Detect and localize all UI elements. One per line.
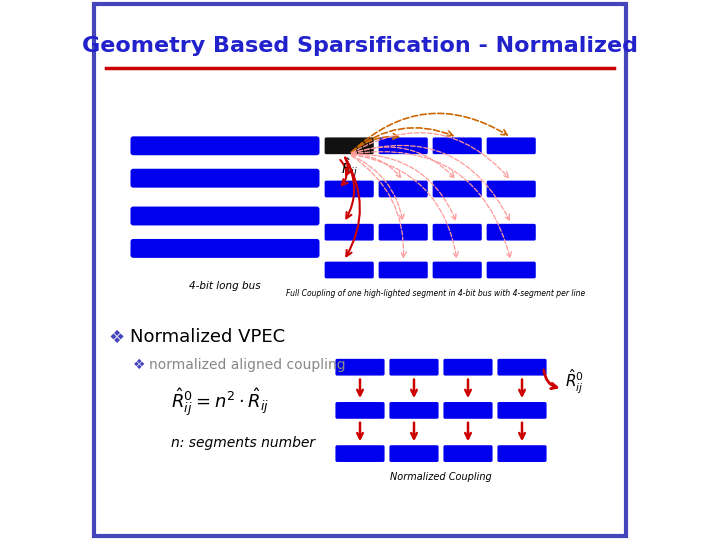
FancyBboxPatch shape (325, 137, 374, 154)
FancyBboxPatch shape (325, 180, 374, 197)
FancyBboxPatch shape (433, 261, 482, 279)
Text: ❖: ❖ (109, 328, 125, 347)
FancyBboxPatch shape (130, 136, 320, 156)
Text: $\hat{R}^0_{ij}$: $\hat{R}^0_{ij}$ (565, 367, 584, 395)
Text: Geometry Based Sparsification - Normalized: Geometry Based Sparsification - Normaliz… (82, 36, 638, 56)
FancyBboxPatch shape (498, 445, 546, 462)
FancyBboxPatch shape (498, 402, 546, 419)
FancyBboxPatch shape (336, 359, 384, 376)
Text: n: segments number: n: segments number (171, 436, 315, 450)
FancyBboxPatch shape (390, 402, 438, 419)
Text: Normalized Coupling: Normalized Coupling (390, 472, 492, 483)
FancyBboxPatch shape (433, 180, 482, 197)
Text: 4-bit long bus: 4-bit long bus (189, 281, 261, 291)
FancyBboxPatch shape (379, 137, 428, 154)
Text: normalized aligned coupling: normalized aligned coupling (150, 357, 346, 372)
FancyBboxPatch shape (390, 359, 438, 376)
FancyBboxPatch shape (390, 445, 438, 462)
FancyBboxPatch shape (130, 206, 320, 226)
FancyBboxPatch shape (379, 180, 428, 197)
FancyBboxPatch shape (487, 261, 536, 279)
FancyBboxPatch shape (379, 224, 428, 240)
FancyBboxPatch shape (487, 224, 536, 240)
FancyBboxPatch shape (444, 359, 492, 376)
FancyBboxPatch shape (498, 359, 546, 376)
FancyBboxPatch shape (487, 137, 536, 154)
FancyBboxPatch shape (444, 445, 492, 462)
FancyBboxPatch shape (379, 261, 428, 279)
Text: $\hat{R}^0_{ij} = n^2 \cdot \hat{R}_{ij}$: $\hat{R}^0_{ij} = n^2 \cdot \hat{R}_{ij}… (171, 386, 269, 418)
Text: Normalized VPEC: Normalized VPEC (130, 328, 286, 347)
Text: $\hat{R}_{ij}$: $\hat{R}_{ij}$ (341, 157, 359, 180)
FancyBboxPatch shape (325, 261, 374, 279)
Text: Full Coupling of one high-lighted segment in 4-bit bus with 4-segment per line: Full Coupling of one high-lighted segmen… (286, 289, 585, 298)
FancyBboxPatch shape (444, 402, 492, 419)
FancyBboxPatch shape (433, 224, 482, 240)
FancyBboxPatch shape (336, 402, 384, 419)
FancyBboxPatch shape (325, 224, 374, 240)
FancyBboxPatch shape (130, 168, 320, 188)
Text: ❖: ❖ (132, 357, 145, 372)
FancyBboxPatch shape (130, 239, 320, 258)
FancyBboxPatch shape (487, 180, 536, 197)
FancyBboxPatch shape (336, 445, 384, 462)
FancyBboxPatch shape (433, 137, 482, 154)
